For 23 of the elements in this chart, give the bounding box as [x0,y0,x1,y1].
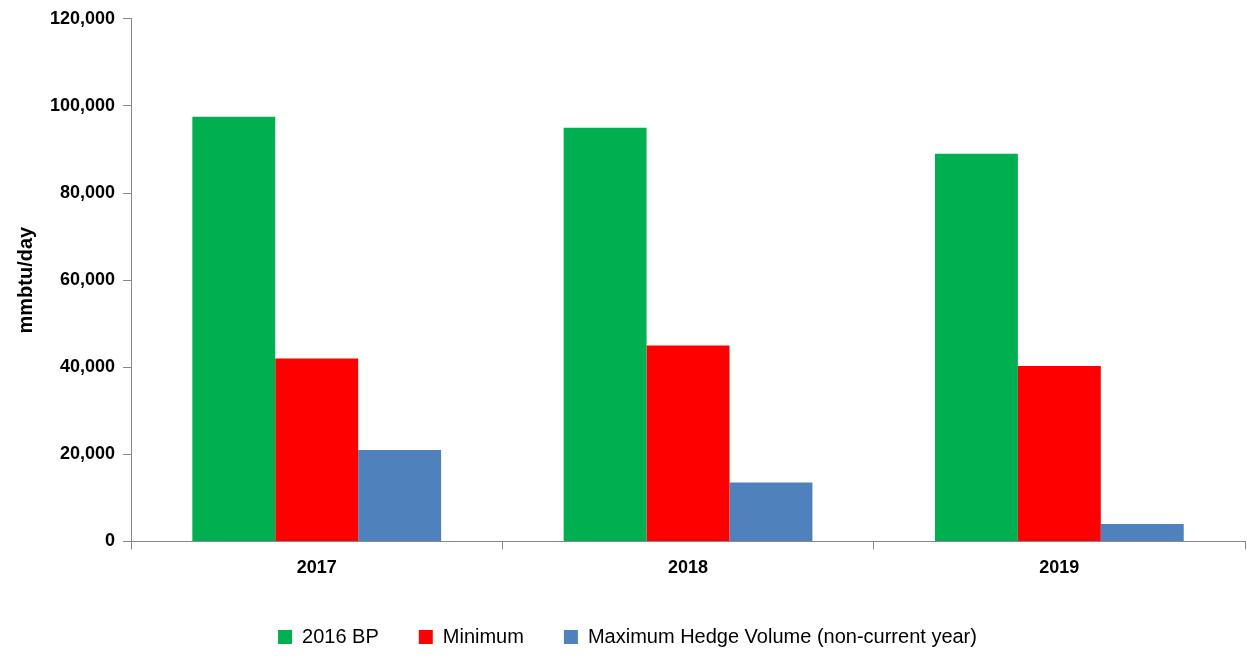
y-axis-title: mmbtu/day [13,225,36,334]
legend-label: 2016 BP [302,624,379,647]
x-tick-label: 2017 [296,557,337,578]
y-tick-label: 20,000 [60,443,116,464]
y-tick-label: 60,000 [60,269,116,290]
y-tick-label: 0 [105,530,116,551]
bar [729,482,813,541]
x-tick-label: 2019 [1039,557,1080,578]
legend-label: Maximum Hedge Volume (non-current year) [587,624,977,647]
bar [563,127,647,541]
bar [934,153,1018,541]
bar [646,345,730,541]
x-tick-label: 2018 [668,557,709,578]
bar [192,116,276,541]
legend-label: Minimum [442,624,524,647]
y-tick-label: 80,000 [60,181,116,202]
y-tick-label: 100,000 [49,94,116,115]
bar [275,358,359,541]
bar [1100,523,1184,541]
y-tick-label: 40,000 [60,356,116,377]
y-tick-label: 120,000 [49,7,116,28]
bar [358,449,442,541]
bar [1017,365,1101,541]
